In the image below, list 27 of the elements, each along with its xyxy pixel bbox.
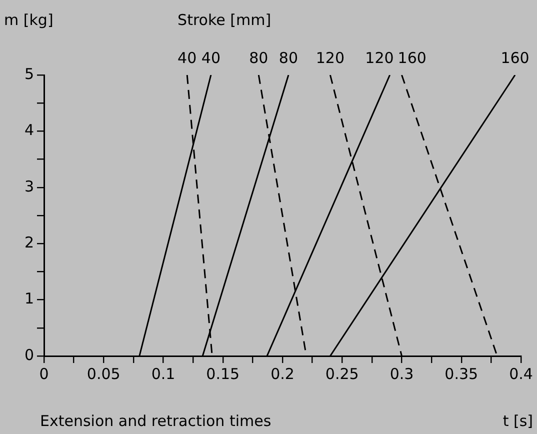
series-label: 40	[201, 49, 220, 67]
x-tick-label: 0.05	[86, 364, 120, 383]
x-tick-label: 0	[39, 364, 49, 383]
series-label: 160	[500, 49, 530, 67]
y-tick-label: 0	[24, 346, 34, 364]
x-tick-label: 0.4	[509, 364, 533, 383]
series-label: 80	[249, 49, 268, 67]
x-tick-label: 0.35	[444, 364, 478, 383]
y-tick-label: 2	[24, 233, 34, 252]
x-tick-label: 0.3	[390, 364, 414, 383]
series-label: 120	[365, 49, 394, 67]
series-label: 40	[178, 49, 197, 67]
y-tick-label: 5	[24, 64, 34, 83]
legend-title: Stroke [mm]	[178, 11, 272, 29]
y-tick-label: 3	[24, 177, 34, 196]
x-tick-label: 0.15	[206, 364, 240, 383]
y-tick-label: 4	[24, 121, 34, 140]
series-label: 160	[398, 49, 426, 67]
x-axis-title: t [s]	[502, 412, 533, 430]
text: Extension and retraction times	[40, 412, 272, 430]
series-label: 120	[316, 49, 345, 67]
y-axis-title: m [kg]	[4, 11, 54, 29]
x-tick-label: 0.25	[325, 364, 359, 383]
y-tick-label: 1	[24, 290, 34, 308]
x-tick-label: 0.2	[270, 364, 294, 383]
series-label: 80	[278, 49, 298, 67]
x-tick-label: 0.1	[151, 364, 176, 383]
